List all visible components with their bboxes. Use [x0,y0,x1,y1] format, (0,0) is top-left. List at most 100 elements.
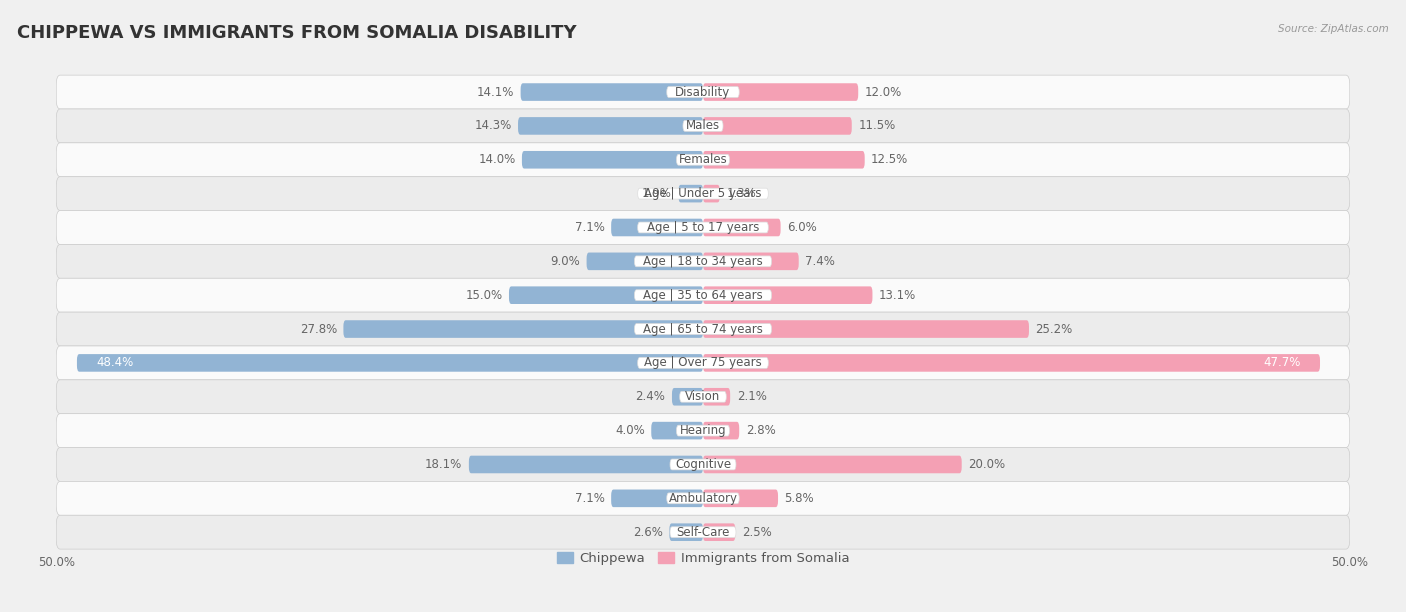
FancyBboxPatch shape [679,185,703,203]
FancyBboxPatch shape [703,117,852,135]
Text: 2.8%: 2.8% [745,424,776,437]
FancyBboxPatch shape [703,218,780,236]
FancyBboxPatch shape [703,83,858,101]
FancyBboxPatch shape [703,523,735,541]
Text: 12.5%: 12.5% [872,153,908,166]
Legend: Chippewa, Immigrants from Somalia: Chippewa, Immigrants from Somalia [551,547,855,570]
FancyBboxPatch shape [676,425,730,436]
Text: 1.9%: 1.9% [643,187,672,200]
Text: 48.4%: 48.4% [97,356,134,370]
FancyBboxPatch shape [638,188,768,199]
FancyBboxPatch shape [56,143,1350,177]
FancyBboxPatch shape [703,185,720,203]
FancyBboxPatch shape [468,456,703,473]
Text: 27.8%: 27.8% [299,323,337,335]
FancyBboxPatch shape [666,87,740,97]
Text: Vision: Vision [685,390,721,403]
FancyBboxPatch shape [703,422,740,439]
FancyBboxPatch shape [703,253,799,270]
Text: 2.6%: 2.6% [633,526,662,539]
FancyBboxPatch shape [77,354,703,371]
FancyBboxPatch shape [666,493,740,504]
Text: 7.1%: 7.1% [575,221,605,234]
FancyBboxPatch shape [612,490,703,507]
Text: Ambulatory: Ambulatory [668,492,738,505]
FancyBboxPatch shape [56,75,1350,109]
Text: Age | 5 to 17 years: Age | 5 to 17 years [647,221,759,234]
FancyBboxPatch shape [56,211,1350,244]
FancyBboxPatch shape [56,177,1350,211]
FancyBboxPatch shape [703,151,865,168]
Text: Age | 65 to 74 years: Age | 65 to 74 years [643,323,763,335]
FancyBboxPatch shape [56,244,1350,278]
Text: 14.3%: 14.3% [474,119,512,132]
FancyBboxPatch shape [671,527,735,537]
Text: 7.4%: 7.4% [806,255,835,268]
FancyBboxPatch shape [676,154,730,165]
FancyBboxPatch shape [56,109,1350,143]
FancyBboxPatch shape [343,320,703,338]
FancyBboxPatch shape [634,289,772,300]
Text: Source: ZipAtlas.com: Source: ZipAtlas.com [1278,24,1389,34]
Text: Age | Under 5 years: Age | Under 5 years [644,187,762,200]
FancyBboxPatch shape [56,482,1350,515]
FancyBboxPatch shape [56,278,1350,312]
FancyBboxPatch shape [669,523,703,541]
FancyBboxPatch shape [509,286,703,304]
FancyBboxPatch shape [703,490,778,507]
FancyBboxPatch shape [703,388,730,406]
FancyBboxPatch shape [703,320,1029,338]
Text: 1.3%: 1.3% [727,187,756,200]
Text: 11.5%: 11.5% [858,119,896,132]
Text: 4.0%: 4.0% [614,424,645,437]
FancyBboxPatch shape [683,121,723,132]
FancyBboxPatch shape [671,459,735,470]
Text: Cognitive: Cognitive [675,458,731,471]
FancyBboxPatch shape [56,447,1350,482]
FancyBboxPatch shape [634,324,772,335]
FancyBboxPatch shape [520,83,703,101]
Text: 20.0%: 20.0% [969,458,1005,471]
Text: Age | 35 to 64 years: Age | 35 to 64 years [643,289,763,302]
Text: 14.1%: 14.1% [477,86,515,99]
Text: 14.0%: 14.0% [478,153,516,166]
FancyBboxPatch shape [651,422,703,439]
FancyBboxPatch shape [679,391,727,402]
FancyBboxPatch shape [586,253,703,270]
Text: Hearing: Hearing [679,424,727,437]
Text: 6.0%: 6.0% [787,221,817,234]
Text: Self-Care: Self-Care [676,526,730,539]
FancyBboxPatch shape [56,380,1350,414]
Text: Males: Males [686,119,720,132]
FancyBboxPatch shape [612,218,703,236]
FancyBboxPatch shape [703,286,873,304]
Text: 2.4%: 2.4% [636,390,665,403]
Text: Disability: Disability [675,86,731,99]
Text: 2.5%: 2.5% [742,526,772,539]
FancyBboxPatch shape [634,256,772,267]
Text: Age | Over 75 years: Age | Over 75 years [644,356,762,370]
FancyBboxPatch shape [672,388,703,406]
Text: 5.8%: 5.8% [785,492,814,505]
Text: 2.1%: 2.1% [737,390,766,403]
Text: 12.0%: 12.0% [865,86,901,99]
Text: 18.1%: 18.1% [425,458,463,471]
FancyBboxPatch shape [56,515,1350,549]
FancyBboxPatch shape [517,117,703,135]
Text: 15.0%: 15.0% [465,289,502,302]
Text: 9.0%: 9.0% [550,255,581,268]
FancyBboxPatch shape [522,151,703,168]
FancyBboxPatch shape [638,222,768,233]
Text: 7.1%: 7.1% [575,492,605,505]
FancyBboxPatch shape [703,456,962,473]
FancyBboxPatch shape [638,357,768,368]
FancyBboxPatch shape [56,346,1350,380]
FancyBboxPatch shape [703,354,1320,371]
FancyBboxPatch shape [56,312,1350,346]
Text: 13.1%: 13.1% [879,289,917,302]
FancyBboxPatch shape [56,414,1350,447]
Text: 47.7%: 47.7% [1263,356,1301,370]
Text: Age | 18 to 34 years: Age | 18 to 34 years [643,255,763,268]
Text: Females: Females [679,153,727,166]
Text: 25.2%: 25.2% [1035,323,1073,335]
